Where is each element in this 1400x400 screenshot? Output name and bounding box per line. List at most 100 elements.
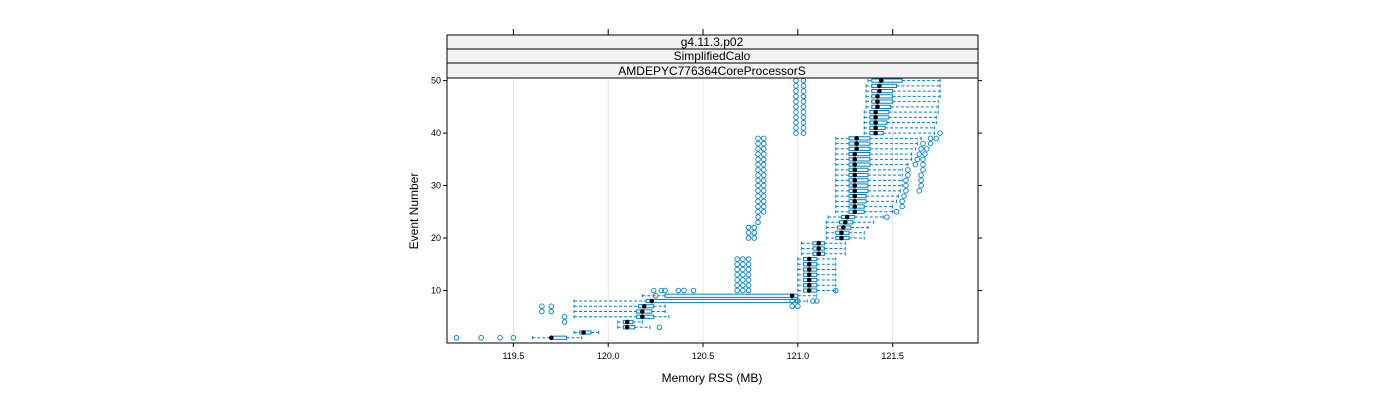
outlier-point <box>795 298 801 304</box>
box-event-34 <box>755 161 926 168</box>
box-event-2 <box>573 330 600 335</box>
outlier-point <box>916 151 922 157</box>
outlier-point <box>760 182 767 189</box>
box-event-48 <box>793 88 941 94</box>
outlier-point <box>755 161 761 168</box>
outlier-point <box>793 125 799 131</box>
median-dot <box>854 146 859 152</box>
median-dot <box>854 141 859 146</box>
box-event-25 <box>755 209 900 215</box>
box <box>848 151 871 157</box>
box-event-14 <box>734 266 837 273</box>
y-tick-label: 20 <box>431 233 441 243</box>
outlier-point <box>740 261 746 268</box>
box-event-33 <box>755 167 926 173</box>
box <box>869 110 890 115</box>
outlier-point <box>740 287 746 294</box>
outlier-point <box>800 109 807 115</box>
outlier-point <box>751 224 757 231</box>
median-dot <box>549 335 554 341</box>
box-event-7 <box>539 303 801 310</box>
median-dot <box>839 230 844 236</box>
box <box>622 325 636 330</box>
outlier-point <box>755 140 761 147</box>
outlier-point <box>903 177 909 184</box>
box-event-27 <box>755 198 905 205</box>
outlier-point <box>510 335 517 341</box>
outlier-point <box>734 277 740 283</box>
median-dot <box>852 199 858 204</box>
box-event-10 <box>650 287 839 294</box>
outlier-point <box>548 303 555 310</box>
outlier-point <box>912 161 919 168</box>
outlier-point <box>927 140 934 147</box>
outlier-point <box>453 335 460 341</box>
box-event-13 <box>734 272 837 278</box>
median-dot <box>839 235 844 241</box>
box <box>871 78 903 83</box>
outlier-point <box>755 172 761 178</box>
outlier-point <box>793 93 799 100</box>
outlier-point <box>734 272 740 278</box>
outlier-point <box>751 235 757 241</box>
box <box>636 309 653 314</box>
outlier-point <box>539 303 545 310</box>
x-tick-label: 119.5 <box>502 351 524 361</box>
outlier-point <box>793 104 799 110</box>
box <box>848 188 869 193</box>
outlier-point <box>760 172 767 178</box>
box-event-17 <box>801 251 846 257</box>
box-event-40 <box>793 130 943 136</box>
outlier-point <box>924 146 930 152</box>
outlier-point <box>734 266 740 273</box>
outlier-point <box>740 282 746 289</box>
box <box>645 298 799 304</box>
box <box>871 89 894 94</box>
median-dot <box>852 162 858 167</box>
box <box>636 314 655 319</box>
outlier-point <box>658 287 665 294</box>
median-dot <box>806 277 812 283</box>
median-dot <box>806 282 812 288</box>
box-event-31 <box>755 177 924 184</box>
outlier-point <box>933 135 940 142</box>
outlier-point <box>760 203 767 210</box>
box <box>638 304 655 309</box>
outlier-point <box>800 88 807 94</box>
box-event-6 <box>539 308 666 315</box>
outlier-point <box>745 256 752 262</box>
outlier-point <box>751 230 757 236</box>
outlier-point <box>918 172 924 178</box>
median-dot <box>875 104 880 110</box>
box <box>848 136 871 141</box>
outlier-point <box>800 125 807 131</box>
median-dot <box>875 99 880 104</box>
outlier-point <box>755 182 761 189</box>
box <box>848 146 871 151</box>
plot-marks <box>453 77 943 341</box>
box-event-18 <box>801 246 846 251</box>
median-dot <box>841 225 846 230</box>
outlier-point <box>918 146 924 152</box>
outlier-point <box>760 167 767 173</box>
outlier-point <box>760 161 767 168</box>
outlier-point <box>800 77 807 84</box>
outlier-point <box>920 161 926 168</box>
outlier-point <box>793 88 799 94</box>
box <box>848 204 865 209</box>
strip-2-label: SimplifiedCalo <box>674 49 751 63</box>
median-dot <box>842 220 848 225</box>
outlier-point <box>755 203 761 210</box>
outlier-point <box>745 272 752 278</box>
outlier-point <box>745 282 752 289</box>
strip-headers: g4.11.3.p02 SimplifiedCalo AMDEPYC776364… <box>446 34 979 79</box>
box <box>848 141 871 146</box>
box-event-5 <box>561 314 670 320</box>
median-dot <box>852 193 858 199</box>
box-event-38 <box>755 140 934 147</box>
outlier-point <box>760 151 767 157</box>
outlier-point <box>927 135 934 142</box>
outlier-point <box>650 287 657 294</box>
outlier-point <box>793 98 799 105</box>
